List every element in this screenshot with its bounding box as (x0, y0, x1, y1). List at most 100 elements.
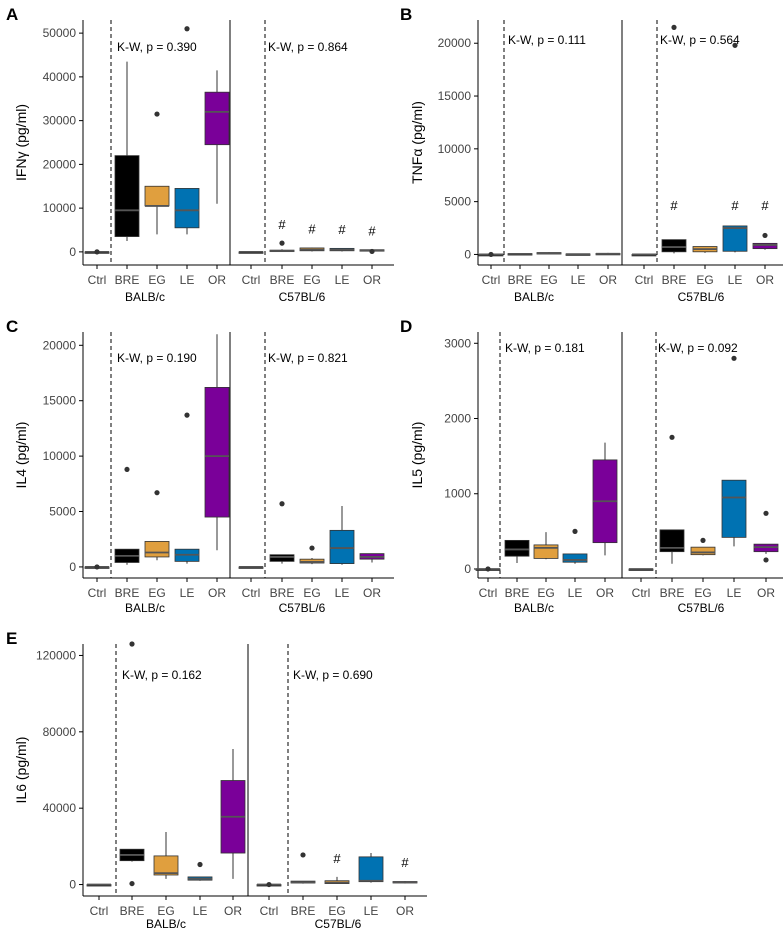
box-c57bl6-or: # (752, 198, 778, 250)
y-tick-label: 20000 (43, 157, 77, 171)
x-tick-label: EG (694, 586, 711, 600)
panel-label: E (6, 629, 17, 648)
box-balbc-le (174, 412, 200, 564)
significance-marker: # (278, 217, 286, 232)
box-c57bl6-eg (690, 537, 716, 556)
x-tick-label: Ctrl (90, 904, 109, 918)
x-tick-label: BRE (270, 586, 295, 600)
box-c57bl6-le: # (329, 222, 355, 252)
y-tick-label: 15000 (438, 89, 472, 103)
group-label: BALB/c (125, 290, 165, 304)
x-tick-label: EG (148, 586, 165, 600)
box-iqr (504, 539, 530, 557)
y-tick-label: 20000 (438, 36, 472, 50)
outlier-point (129, 880, 135, 887)
x-tick-label: BRE (508, 273, 533, 287)
group-label: C57BL/6 (279, 290, 326, 304)
box-balbc-ctrl (478, 251, 504, 258)
box-balbc-bre (504, 539, 530, 563)
kw-annotation: K-W, p = 0.181 (505, 341, 585, 355)
box-c57bl6-ctrl (628, 568, 654, 571)
outlier-point (731, 355, 737, 361)
box-balbc-bre (507, 253, 533, 256)
significance-marker: # (401, 855, 409, 870)
x-tick-label: OR (208, 273, 226, 287)
kw-annotation: K-W, p = 0.092 (658, 341, 738, 355)
x-tick-label: EG (696, 273, 713, 287)
panel-a: A IFNγ (pg/ml) 0 10000 20000 30000 40000 50000 K… (6, 5, 394, 304)
panel-label: D (400, 317, 412, 336)
box-balbc-ctrl (84, 564, 110, 570)
box-iqr (722, 225, 748, 252)
outlier-point (279, 240, 285, 246)
box-balbc-bre (114, 466, 140, 565)
y-tick-label: 80000 (43, 725, 77, 739)
y-axis-label: IFNγ (pg/ml) (13, 104, 29, 181)
box-c57bl6-ctrl (238, 566, 264, 569)
y-tick-label: 40000 (43, 70, 77, 84)
outlier-point (700, 537, 706, 543)
box-iqr (144, 541, 170, 558)
box-balbc-le (565, 253, 591, 256)
box-iqr (661, 239, 687, 253)
box-iqr (562, 553, 588, 563)
x-tick-label: LE (364, 904, 379, 918)
x-tick-label: EG (540, 273, 557, 287)
box-balbc-eg (144, 490, 170, 561)
outlier-point (197, 861, 203, 868)
box-c57bl6-bre (269, 501, 295, 564)
box-c57bl6-or (359, 553, 385, 563)
box-balbc-or (595, 252, 621, 256)
x-tick-label: BRE (115, 586, 140, 600)
outlier-point (124, 466, 130, 473)
kw-annotation: K-W, p = 0.390 (117, 40, 197, 54)
panel-label: A (6, 5, 18, 24)
y-tick-label: 5000 (49, 505, 76, 519)
significance-marker: # (761, 198, 769, 213)
box-iqr (690, 546, 716, 556)
y-tick-label: 0 (69, 878, 76, 892)
x-tick-label: Ctrl (479, 586, 498, 600)
x-tick-label: BRE (662, 273, 687, 287)
kw-annotation: K-W, p = 0.190 (117, 351, 197, 365)
significance-marker: # (368, 223, 376, 238)
box-c57bl6-or: # (392, 855, 418, 884)
significance-marker: # (731, 198, 739, 213)
y-axis-label: IL6 (pg/ml) (13, 737, 29, 804)
x-tick-label: OR (224, 904, 242, 918)
x-tick-label: OR (756, 273, 774, 287)
box-balbc-eg (144, 111, 170, 235)
box-c57bl6-or (753, 510, 779, 563)
box-c57bl6-ctrl (631, 253, 657, 257)
x-tick-label: OR (596, 586, 614, 600)
y-tick-label: 2000 (444, 412, 471, 426)
kw-annotation: K-W, p = 0.564 (660, 33, 740, 47)
y-tick-label: 15000 (43, 394, 77, 408)
significance-marker: # (338, 222, 346, 237)
x-tick-label: EG (148, 273, 165, 287)
kw-annotation: K-W, p = 0.864 (268, 40, 348, 54)
box-balbc-ctrl (86, 883, 112, 887)
box-balbc-or (204, 334, 230, 551)
x-tick-label: OR (363, 586, 381, 600)
outlier-point (369, 248, 375, 255)
significance-marker: # (670, 198, 678, 213)
x-tick-label: OR (599, 273, 617, 287)
box-balbc-bre (119, 641, 145, 887)
outlier-point (154, 490, 160, 496)
x-tick-label: Ctrl (260, 904, 279, 918)
outlier-point (309, 545, 315, 551)
kw-annotation: K-W, p = 0.111 (508, 33, 586, 47)
x-tick-label: LE (568, 586, 583, 600)
outlier-point (669, 434, 675, 440)
outlier-point (184, 412, 190, 418)
outlier-point (279, 501, 285, 507)
outlier-point (300, 852, 306, 858)
kw-annotation: K-W, p = 0.690 (293, 668, 373, 682)
outlier-point (763, 557, 769, 563)
box-iqr (204, 91, 230, 146)
y-tick-label: 10000 (43, 201, 77, 215)
box-iqr (204, 387, 230, 518)
significance-marker: # (308, 222, 316, 237)
